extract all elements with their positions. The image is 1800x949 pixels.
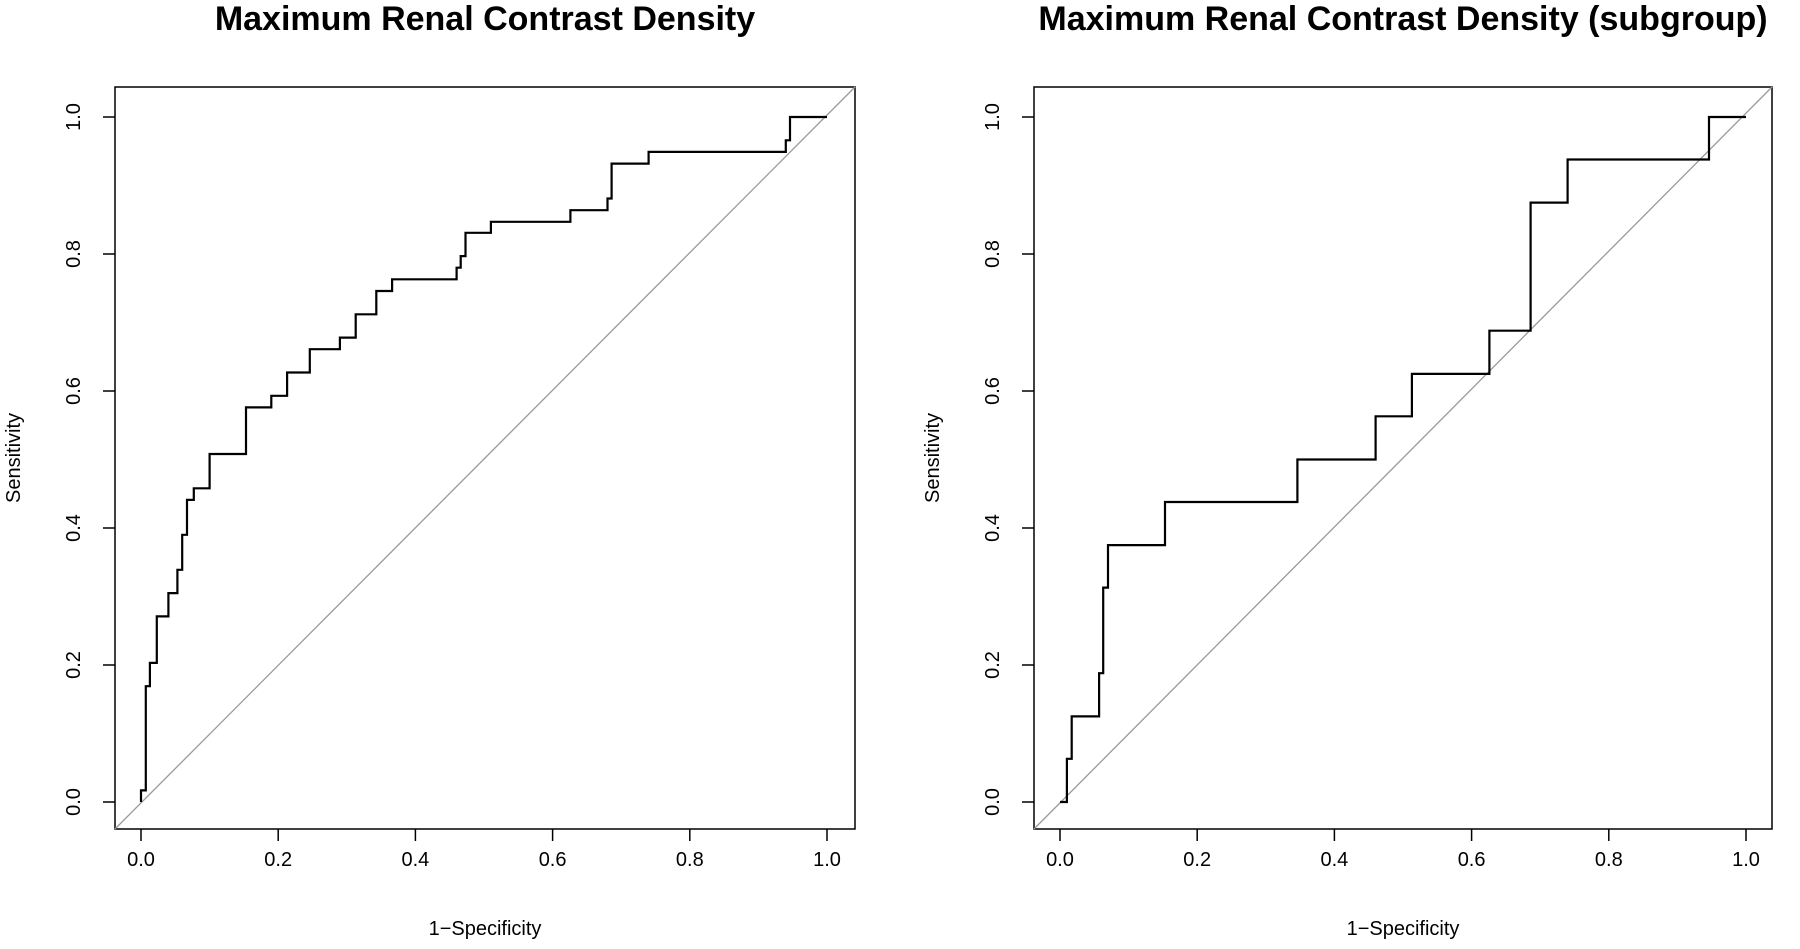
y-tick-label: 0.0	[63, 788, 85, 816]
x-axis-label: 1−Specificity	[429, 918, 542, 940]
y-tick-label: 0.6	[982, 377, 1004, 405]
y-tick-label: 0.8	[982, 240, 1004, 268]
y-tick-label: 1.0	[63, 103, 85, 131]
y-tick-label: 0.4	[63, 514, 85, 542]
y-tick-label: 0.0	[982, 788, 1004, 816]
x-tick-label: 1.0	[1732, 849, 1760, 871]
x-tick-label: 0.6	[539, 849, 567, 871]
roc-curve-line	[1060, 115, 1746, 804]
chart-title: Maximum Renal Contrast Density (subgroup…	[1038, 0, 1767, 38]
y-tick-label: 0.2	[982, 651, 1004, 679]
y-tick-label: 1.0	[982, 103, 1004, 131]
x-tick-label: 0.8	[1595, 849, 1623, 871]
x-tick-label: 0.4	[401, 849, 429, 871]
y-tick-label: 0.4	[982, 514, 1004, 542]
reference-diagonal-line	[1033, 86, 1773, 830]
x-tick-label: 0.2	[264, 849, 292, 871]
x-tick-label: 0.0	[127, 849, 155, 871]
y-axis-label: Sensitivity	[3, 413, 25, 503]
plot-frame	[114, 86, 856, 830]
roc-curve-line	[139, 115, 827, 802]
plot-frame	[1033, 86, 1773, 830]
chart-title: Maximum Renal Contrast Density	[215, 0, 755, 38]
x-tick-label: 0.4	[1320, 849, 1348, 871]
reference-diagonal-line	[114, 86, 856, 830]
roc-panel-right: Maximum Renal Contrast Density (subgroup…	[922, 0, 1773, 940]
y-tick-label: 0.8	[63, 240, 85, 268]
y-tick-label: 0.6	[63, 377, 85, 405]
x-tick-label: 1.0	[813, 849, 841, 871]
x-axis-label: 1−Specificity	[1347, 918, 1460, 940]
roc-panel-left: Maximum Renal Contrast Density 0.0 0.2 0.4 0…	[3, 0, 856, 940]
x-tick-label: 0.0	[1046, 849, 1074, 871]
x-tick-label: 0.8	[676, 849, 704, 871]
y-tick-label: 0.2	[63, 651, 85, 679]
y-axis-label: Sensitivity	[922, 413, 944, 503]
x-tick-label: 0.6	[1458, 849, 1486, 871]
x-tick-label: 0.2	[1183, 849, 1211, 871]
